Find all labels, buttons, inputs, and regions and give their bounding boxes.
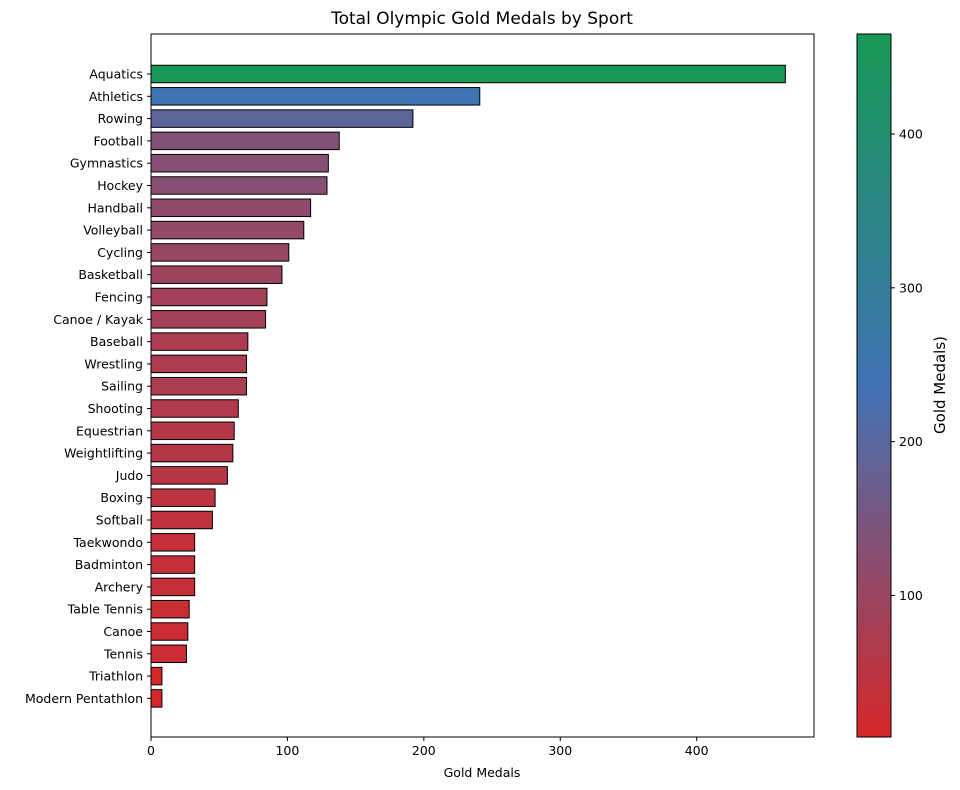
bars-group — [150, 64, 786, 708]
y-tick-label: Equestrian — [76, 423, 143, 438]
bar-badminton — [150, 555, 196, 574]
colorbar-tick-label: 100 — [899, 588, 923, 603]
y-tick-label: Taekwondo — [72, 535, 143, 550]
bar-rowing — [150, 109, 414, 128]
bar-softball — [150, 510, 213, 530]
bar-athletics — [150, 87, 481, 106]
y-tick-label: Badminton — [75, 557, 143, 572]
y-tick-label: Softball — [96, 513, 143, 528]
colorbar-ticks: 100 200 300 400 — [891, 126, 923, 603]
x-axis-title: Gold Medals — [444, 765, 521, 780]
x-tick-label: 300 — [548, 743, 572, 758]
plot-frame — [150, 33, 815, 738]
y-tick-label: Boxing — [100, 490, 143, 505]
y-tick-label: Athletics — [89, 89, 143, 104]
bar-gymnastics — [150, 153, 329, 173]
y-tick-label: Aquatics — [89, 67, 143, 82]
y-tick-label: Triathlon — [88, 669, 143, 684]
bar-cycling — [150, 243, 290, 262]
x-axis: 0 100 200 300 400 — [147, 737, 709, 758]
bar-canoe-kayak — [150, 310, 267, 329]
colorbar-label: Gold Medals) — [931, 336, 949, 434]
x-tick-label: 200 — [412, 743, 436, 758]
bar-taekwondo — [150, 533, 196, 552]
y-tick-label: Canoe / Kayak — [53, 312, 144, 327]
bar-baseball — [150, 332, 249, 351]
y-tick-label: Football — [94, 133, 143, 148]
bar-wrestling — [150, 354, 247, 374]
colorbar: 100 200 300 400 Gold Medals) — [856, 33, 949, 738]
y-tick-labels: Aquatics Athletics Rowing Football Gymnastic… — [25, 67, 151, 706]
y-tick-label: Table Tennis — [67, 602, 143, 617]
y-tick-label: Sailing — [101, 379, 143, 394]
bar-handball — [150, 198, 312, 218]
bar-canoe — [150, 622, 189, 641]
bar-boxing — [150, 488, 216, 507]
colorbar-tick-label: 400 — [899, 126, 923, 141]
bar-archery — [150, 577, 196, 597]
bar-tennis — [150, 644, 187, 664]
bar-triathlon — [150, 666, 163, 686]
y-tick-label: Modern Pentathlon — [25, 691, 143, 706]
colorbar-gradient — [856, 33, 892, 738]
y-tick-label: Archery — [95, 579, 144, 594]
bar-equestrian — [150, 421, 235, 441]
y-tick-label: Handball — [88, 200, 143, 215]
bar-volleyball — [150, 220, 305, 240]
y-tick-label: Fencing — [95, 290, 143, 305]
x-tick-label: 400 — [685, 743, 709, 758]
chart-title: Total Olympic Gold Medals by Sport — [330, 9, 633, 29]
bar-modern-pentathlon — [150, 689, 163, 708]
bar-judo — [150, 466, 228, 485]
y-tick-label: Basketball — [78, 267, 143, 282]
y-tick-label: Hockey — [97, 178, 143, 193]
bar-fencing — [150, 287, 268, 307]
bar-hockey — [150, 176, 328, 195]
bar-football — [150, 131, 340, 151]
y-tick-label: Wrestling — [84, 356, 143, 371]
x-tick-label: 100 — [275, 743, 299, 758]
y-tick-label: Weightlifting — [64, 446, 143, 461]
bar-weightlifting — [150, 443, 234, 463]
bar-basketball — [150, 265, 283, 284]
y-tick-label: Tennis — [103, 646, 143, 661]
y-tick-label: Judo — [115, 468, 143, 483]
y-tick-label: Volleyball — [83, 223, 143, 238]
y-tick-label: Cycling — [97, 245, 143, 260]
bar-sailing — [150, 376, 247, 396]
colorbar-tick-label: 200 — [899, 434, 923, 449]
x-tick-label: 0 — [147, 743, 155, 758]
bar-shooting — [150, 399, 239, 418]
colorbar-tick-label: 300 — [899, 280, 923, 295]
bar-aquatics — [150, 64, 786, 84]
y-tick-label: Rowing — [98, 111, 143, 126]
bar-table-tennis — [150, 599, 190, 619]
y-tick-label: Shooting — [88, 401, 143, 416]
y-tick-label: Canoe — [103, 624, 143, 639]
y-tick-label: Gymnastics — [70, 156, 143, 171]
y-tick-label: Baseball — [90, 334, 143, 349]
